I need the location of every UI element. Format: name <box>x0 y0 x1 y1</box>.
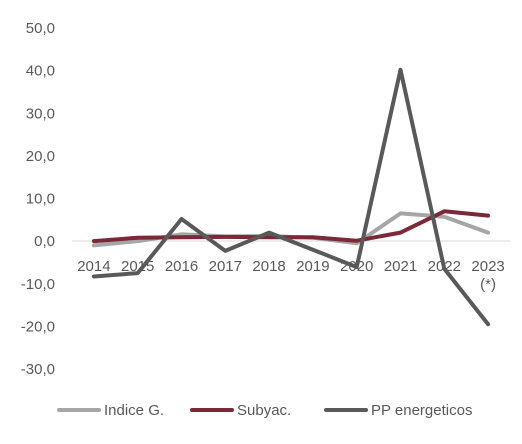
y-tick-label: -20,0 <box>21 318 55 335</box>
legend-label: PP energeticos <box>371 402 472 419</box>
y-tick-label: 10,0 <box>26 191 55 208</box>
y-tick-label: 40,0 <box>26 63 55 80</box>
x-tick-label: 2018 <box>252 258 285 275</box>
x-tick-label: 2023 (*) <box>471 258 504 293</box>
x-tick-label: 2016 <box>165 258 198 275</box>
x-tick-label: 2019 <box>296 258 329 275</box>
y-tick-label: 20,0 <box>26 148 55 165</box>
y-axis: 50,0 40,0 30,0 20,0 10,0 0,0 -10,0 -20,0 -30,0 <box>21 20 55 378</box>
x-axis: 2014 2015 2016 2017 2018 2019 2020 2021 2022 2023… <box>77 258 505 293</box>
legend-label: Subyac. <box>237 402 291 419</box>
series-line-1 <box>91 209 491 244</box>
x-tick-label: 2014 <box>77 258 110 275</box>
y-tick-label: 50,0 <box>26 20 55 37</box>
y-tick-label: 30,0 <box>26 105 55 122</box>
legend: Indice G. Subyac. PP energeticos <box>57 402 472 419</box>
y-tick-label: -30,0 <box>21 361 55 378</box>
series-group <box>91 67 491 327</box>
x-tick-label: 2017 <box>209 258 242 275</box>
y-tick-label: 0,0 <box>34 233 55 250</box>
legend-label: Indice G. <box>104 402 164 419</box>
x-tick-label: 2021 <box>384 258 417 275</box>
y-tick-label: -10,0 <box>21 276 55 293</box>
series-line-2 <box>91 67 491 327</box>
